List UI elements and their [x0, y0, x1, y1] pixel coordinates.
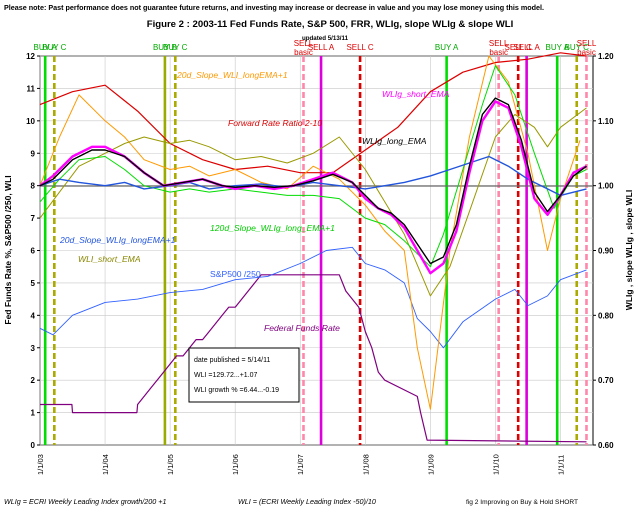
y2-tick-label: 1.20: [598, 52, 614, 61]
series-line-8: [39, 97, 587, 265]
signal-label: BUY C: [163, 43, 188, 52]
y2-tick-label: 0.90: [598, 247, 614, 256]
signal-label: BUY A: [546, 43, 570, 52]
signal-label: BUY C: [565, 43, 590, 52]
x-axis-ticks: 1/1/03 1/1/04 1/1/05 1/1/06 1/1/07 1/1/08 1/1/…: [36, 454, 565, 475]
y2-tick-label: 1.10: [598, 117, 614, 126]
series-lines: [39, 52, 588, 443]
x-tick-label: 1/1/09: [426, 454, 435, 475]
signal-label: SELL A: [308, 43, 335, 52]
signal-label: SELL basic: [294, 39, 314, 57]
y2-tick-label: 0.80: [598, 311, 614, 320]
right-axis-label: WLIg , slope WLIg , slope WLI: [624, 190, 634, 310]
annotation-wli-short: WLI_short_EMA: [78, 254, 141, 264]
annotation-fed: Federal Funds Rate: [264, 323, 340, 333]
disclaimer-text: Please note: Past performance does not g…: [4, 3, 544, 12]
signal-label: BUY A: [435, 43, 459, 52]
signal-label: SELL C: [505, 43, 532, 52]
footer-wli-definition: WLI = (ECRI Weekly Leading Index -50)/10: [238, 497, 376, 506]
left-axis-label: Fed Funds Rate %, S&P500 /250, WLI: [3, 175, 13, 324]
x-tick-label: 1/1/06: [231, 454, 240, 475]
y-tick-label: 12: [26, 52, 35, 61]
right-axis-ticks: 0.60 0.70 0.80 0.90 1.00 1.10 1.20: [593, 52, 614, 450]
y-tick-label: 4: [31, 311, 36, 320]
signal-label: SELL basic: [577, 39, 597, 57]
y-tick-label: 1: [31, 409, 36, 418]
y2-tick-label: 1.00: [598, 182, 614, 191]
signal-label: BUY B: [153, 43, 177, 52]
x-tick-label: 1/1/08: [361, 454, 370, 475]
info-wli-value: WLI =129.72...+1.07: [194, 372, 258, 379]
y-tick-label: 8: [31, 182, 36, 191]
x-tick-label: 1/1/10: [491, 454, 500, 475]
info-date-published: date published = 5/14/11: [194, 357, 270, 364]
series-line-0: [39, 52, 587, 174]
signal-label: BUY C: [42, 43, 67, 52]
series-line-2: [39, 246, 587, 349]
chart-title: Figure 2 : 2003-11 Fed Funds Rate, S&P 5…: [147, 19, 514, 30]
x-tick-label: 1/1/05: [166, 454, 175, 475]
series-line-3: [39, 55, 581, 410]
signal-label: SELL A: [513, 43, 540, 52]
footer-fig-note: fig 2 Improving on Buy & Hold SHORT: [466, 499, 578, 506]
series-line-1: [40, 274, 587, 443]
annotation-wlig-short: WLIg_short_EMA: [382, 89, 450, 99]
y2-tick-label: 0.70: [598, 376, 614, 385]
info-box-frame: [188, 347, 300, 403]
series-line-6: [39, 155, 587, 197]
y2-tick-label: 0.60: [598, 441, 614, 450]
y-tick-label: 3: [31, 344, 36, 353]
annotation-slope-wli: 20d_Slope_WLI_longEMA+1: [176, 70, 288, 80]
series-line-5: [39, 65, 587, 268]
x-tick-label: 1/1/11: [556, 455, 565, 475]
x-tick-label: 1/1/07: [296, 454, 305, 475]
x-tick-label: 1/1/03: [36, 454, 45, 475]
y-tick-label: 11: [27, 84, 36, 93]
y-tick-label: 10: [26, 117, 35, 126]
signal-label: BUY A: [33, 43, 57, 52]
annotation-spx: S&P500 /250: [210, 269, 261, 279]
info-wli-growth: WLI growth % =6.44...-0.19: [194, 387, 279, 394]
info-box: date published = 5/14/11 WLI =129.72...+…: [188, 347, 300, 403]
footer-wlig-definition: WLIg = ECRI Weekly Leading Index growth/…: [4, 497, 166, 506]
annotation-slope20: 20d_Slope_WLIg_longEMA+1: [59, 235, 176, 245]
signal-label: SELL C: [346, 43, 373, 52]
annotation-slope120: 120d_Slope_WLIg_long_EMA+1: [210, 223, 335, 233]
annotation-frr: Forward Rate Ratio 2-10: [228, 118, 322, 128]
annotation-wlig-long: WLIg_long_EMA: [362, 136, 427, 146]
y-tick-label: 2: [31, 376, 36, 385]
y-tick-label: 0: [31, 441, 36, 450]
chart-subtitle: updated 5/13/11: [302, 35, 349, 42]
x-tick-label: 1/1/04: [101, 454, 110, 475]
signal-label: SELL basic: [489, 39, 509, 57]
y-tick-label: 6: [31, 247, 36, 256]
y-tick-label: 5: [31, 279, 36, 288]
y-tick-label: 9: [31, 149, 36, 158]
series-annotations: 20d_Slope_WLI_longEMA+1 Forward Rate Rat…: [59, 70, 450, 333]
y-tick-label: 7: [31, 214, 36, 223]
